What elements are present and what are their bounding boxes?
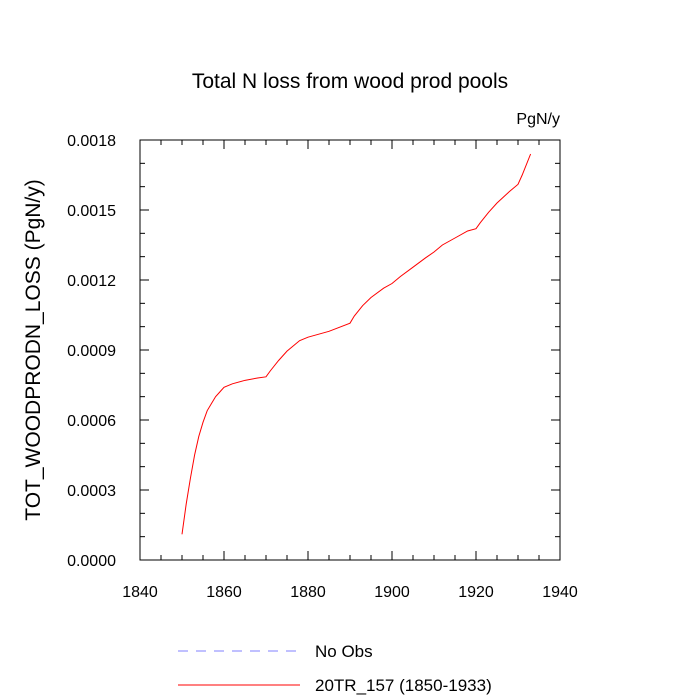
y-tick-label: 0.0003 — [67, 483, 116, 500]
legend: No Obs 20TR_157 (1850-1933) — [178, 642, 492, 695]
x-tick-label: 1880 — [290, 584, 326, 601]
series-lines — [181, 153, 532, 535]
x-tick-label: 1860 — [206, 584, 242, 601]
series-line-1 — [181, 153, 532, 535]
units-label: PgN/y — [516, 111, 560, 128]
y-tick-label: 0.0009 — [67, 343, 116, 360]
chart-title: Total N loss from wood prod pools — [192, 70, 508, 93]
y-tick-label: 0.0015 — [67, 203, 116, 220]
y-tick-label: 0.0000 — [67, 553, 116, 570]
x-tick-label: 1940 — [542, 584, 578, 601]
x-tick-label: 1920 — [458, 584, 494, 601]
x-tick-label: 1900 — [374, 584, 410, 601]
legend-label: No Obs — [315, 642, 373, 661]
y-axis-label: TOT_WOODPRODN_LOSS (PgN/y) — [22, 179, 45, 521]
y-tick-label: 0.0018 — [67, 133, 116, 150]
x-tick-label: 1840 — [122, 584, 158, 601]
y-tick-label: 0.0006 — [67, 413, 116, 430]
axis-ticks: 1840 1860 1880 1900 1920 1940 0.0000 0.0003 0.00… — [67, 133, 578, 601]
legend-label: 20TR_157 (1850-1933) — [315, 676, 492, 695]
y-tick-label: 0.0012 — [67, 273, 116, 290]
